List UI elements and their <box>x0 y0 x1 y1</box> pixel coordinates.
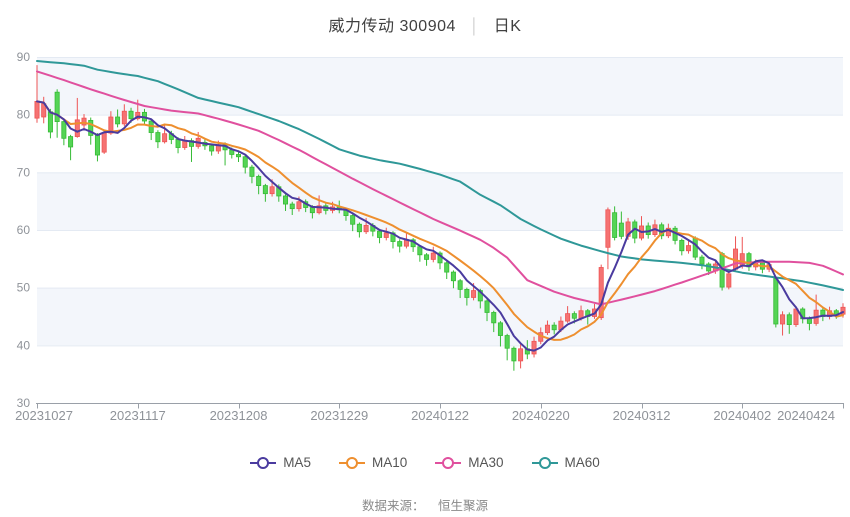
gridlines <box>37 57 843 347</box>
svg-text:60: 60 <box>17 223 31 237</box>
legend-item-ma10[interactable]: MA10 <box>338 455 408 470</box>
chart-title: 威力传动 300904 │ 日K <box>0 12 850 36</box>
x-axis <box>36 403 844 409</box>
data-source-label: 数据来源： <box>361 499 425 513</box>
legend-item-ma60[interactable]: MA60 <box>531 455 600 470</box>
svg-text:20240220: 20240220 <box>512 408 570 423</box>
plot-bands <box>37 57 843 346</box>
legend-label-ma10: MA10 <box>371 455 408 470</box>
svg-text:20231117: 20231117 <box>110 408 166 423</box>
svg-text:20240312: 20240312 <box>613 408 671 423</box>
ma5-line-icon <box>250 456 277 469</box>
ma10-line <box>36 100 844 341</box>
svg-text:20240424: 20240424 <box>777 408 835 423</box>
stock-name-and-code: 威力传动 300904 <box>328 18 456 35</box>
data-source-value: 恒生聚源 <box>437 499 488 513</box>
data-source: 数据来源： 恒生聚源 <box>0 495 850 514</box>
ma10-line-icon <box>338 456 365 469</box>
ma5-line <box>36 100 844 352</box>
legend-label-ma60: MA60 <box>564 455 600 470</box>
svg-text:30: 30 <box>17 396 31 410</box>
title-separator: │ <box>469 18 480 35</box>
svg-text:20240122: 20240122 <box>411 408 469 423</box>
x-axis-labels: 20231027 20231117 20231208 20231229 20240122… <box>15 408 835 423</box>
ma60-line <box>36 60 844 291</box>
svg-text:20231229: 20231229 <box>310 408 368 423</box>
svg-text:40: 40 <box>17 338 31 352</box>
legend: MA5 MA10 MA30 MA60 <box>0 455 850 470</box>
svg-text:50: 50 <box>17 281 31 295</box>
ma60-line-icon <box>531 456 558 469</box>
legend-item-ma5[interactable]: MA5 <box>250 455 311 470</box>
legend-label-ma5: MA5 <box>283 455 311 470</box>
ma30-line <box>36 70 844 306</box>
svg-text:70: 70 <box>17 165 31 179</box>
y-axis-labels: 30 40 50 60 70 80 90 <box>17 50 31 410</box>
svg-text:20231208: 20231208 <box>210 408 268 423</box>
svg-text:90: 90 <box>17 50 31 64</box>
ma30-line-icon <box>435 456 462 469</box>
svg-text:20240402: 20240402 <box>713 408 771 423</box>
legend-label-ma30: MA30 <box>468 455 504 470</box>
svg-text:20231027: 20231027 <box>15 408 73 423</box>
legend-item-ma30[interactable]: MA30 <box>435 455 504 470</box>
svg-text:80: 80 <box>17 108 31 122</box>
period-mode-label: 日K <box>493 18 522 35</box>
